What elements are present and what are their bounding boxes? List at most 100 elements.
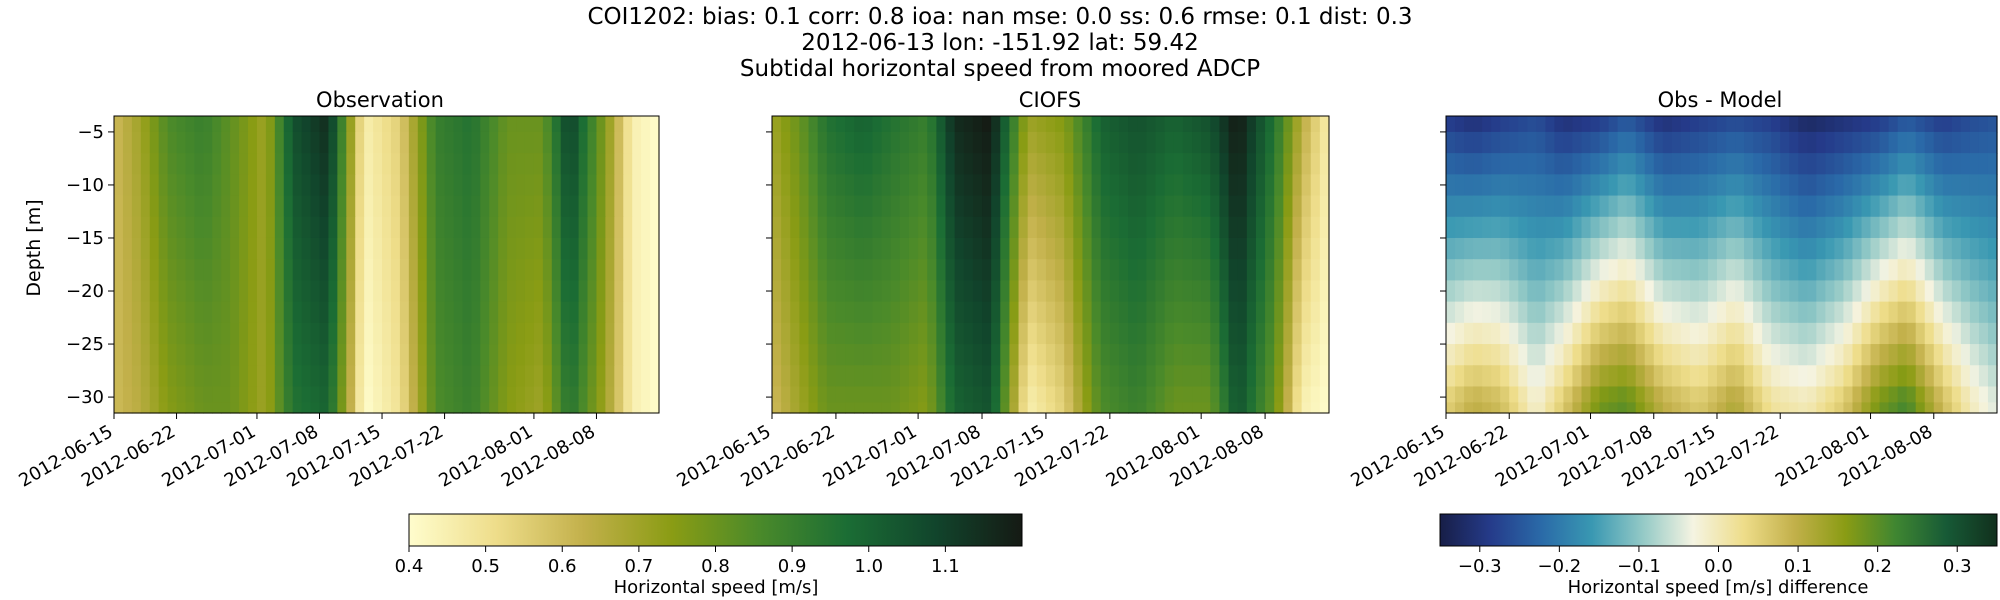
heatmap-cell — [790, 153, 800, 175]
heatmap-cell — [1653, 131, 1664, 154]
heatmap-cell — [1146, 365, 1157, 388]
heatmap-cell — [417, 344, 428, 366]
heatmap-cell — [346, 237, 356, 260]
heatmap-cell — [248, 365, 258, 388]
heatmap-cell — [972, 365, 983, 388]
heatmap-cell — [1283, 153, 1294, 175]
heatmap-cell — [1146, 153, 1157, 175]
heatmap-cell — [1915, 280, 1926, 303]
heatmap-cell — [399, 280, 410, 303]
heatmap-cell — [1237, 259, 1248, 282]
heatmap-cell — [319, 259, 330, 282]
heatmap-cell — [301, 259, 312, 282]
heatmap-cell — [1924, 195, 1935, 218]
heatmap-cell — [1118, 280, 1129, 303]
heatmap-cell — [1536, 402, 1546, 414]
heatmap-cell — [1843, 153, 1854, 175]
heatmap-cell — [1283, 280, 1294, 303]
heatmap-cell — [1617, 195, 1628, 218]
heatmap-cell — [551, 402, 562, 414]
heatmap-cell — [1509, 237, 1519, 260]
heatmap-cell — [936, 365, 947, 388]
heatmap-cell — [1219, 301, 1230, 324]
heatmap-cell — [1455, 216, 1465, 239]
heatmap-cell — [772, 131, 782, 154]
heatmap-cell — [1283, 402, 1294, 414]
heatmap-cell — [1843, 365, 1854, 388]
heatmap-cell — [1283, 344, 1294, 366]
heatmap-cell — [1064, 386, 1074, 403]
heatmap-cell — [507, 402, 517, 414]
heatmap-cell — [817, 386, 828, 403]
heatmap-cell — [854, 116, 864, 133]
heatmap-cell — [790, 237, 800, 260]
heatmap-cell — [1237, 131, 1248, 154]
heatmap-cell — [927, 153, 937, 175]
heatmap-cell — [1689, 365, 1700, 388]
heatmap-cell — [185, 344, 196, 366]
heatmap-cell — [1843, 402, 1854, 414]
heatmap-cell — [256, 280, 267, 303]
heatmap-cell — [551, 131, 562, 154]
heatmap-cell — [927, 116, 937, 133]
heatmap-cell — [881, 402, 892, 414]
heatmap-cell — [1464, 237, 1474, 260]
heatmap-cell — [435, 301, 446, 324]
heatmap-cell — [1608, 216, 1619, 239]
heatmap-cell — [835, 131, 846, 154]
heatmap-cell — [578, 237, 589, 260]
heatmap-cell — [167, 280, 178, 303]
heatmap-cell — [641, 195, 651, 218]
heatmap-cell — [1590, 402, 1601, 414]
heatmap-cell — [1301, 365, 1312, 388]
heatmap-cell — [605, 116, 615, 133]
heatmap-cell — [203, 402, 213, 414]
heatmap-cell — [292, 195, 303, 218]
heatmap-cell — [817, 153, 828, 175]
heatmap-cell — [1128, 116, 1138, 133]
heatmap-cell — [373, 259, 383, 282]
heatmap-cell — [908, 131, 919, 154]
heatmap-cell — [426, 301, 437, 324]
heatmap-cell — [1018, 301, 1029, 324]
heatmap-cell — [1455, 259, 1465, 282]
heatmap-cell — [991, 174, 1001, 197]
heatmap-cell — [533, 386, 544, 403]
heatmap-cell — [1888, 259, 1899, 282]
heatmap-cell — [1753, 153, 1763, 175]
heatmap-cell — [1608, 301, 1619, 324]
heatmap-cell — [918, 216, 928, 239]
heatmap-cell — [131, 116, 142, 133]
heatmap-cell — [498, 116, 508, 133]
heatmap-cell — [927, 322, 937, 345]
heatmap-cell — [1201, 365, 1211, 388]
heatmap-cell — [899, 153, 910, 175]
heatmap-cell — [1951, 344, 1962, 366]
heatmap-cell — [346, 322, 356, 345]
colorbar-tick-label: −0.3 — [1458, 556, 1502, 577]
heatmap-cell — [1617, 402, 1628, 414]
heatmap-cell — [1173, 216, 1184, 239]
speed-colorbar-ticks: 0.4 0.5 0.6 0.7 0.8 0.9 1.0 1.1 — [395, 546, 960, 577]
heatmap-cell — [799, 237, 810, 260]
heatmap-cell — [1897, 174, 1908, 197]
ciofs-panel-title: CIOFS — [1019, 88, 1081, 112]
heatmap-cell — [1265, 280, 1275, 303]
heatmap-cell — [1581, 195, 1592, 218]
heatmap-cell — [462, 153, 472, 175]
heatmap-cell — [790, 116, 800, 133]
heatmap-cell — [1192, 174, 1202, 197]
heatmap-cell — [1283, 386, 1294, 403]
heatmap-cell — [194, 322, 204, 345]
heatmap-cell — [1825, 174, 1836, 197]
heatmap-cell — [835, 402, 846, 414]
heatmap-cell — [1509, 365, 1519, 388]
heatmap-cell — [1237, 116, 1248, 133]
heatmap-cell — [194, 131, 204, 154]
heatmap-cell — [1482, 174, 1492, 197]
heatmap-cell — [1292, 365, 1303, 388]
heatmap-cell — [426, 322, 437, 345]
heatmap-cell — [1027, 301, 1038, 324]
heatmap-cell — [1662, 301, 1673, 324]
heatmap-cell — [498, 237, 508, 260]
